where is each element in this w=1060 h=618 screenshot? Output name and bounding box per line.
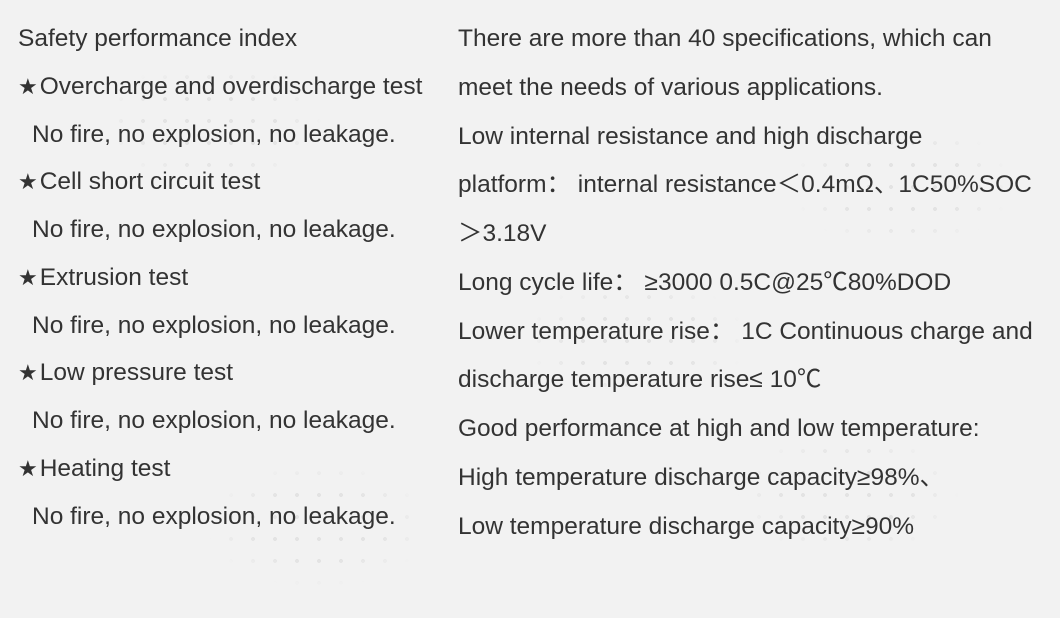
spec-line: Low internal resistance and high dischar… <box>458 113 1040 259</box>
spec-line: Lower temperature rise： 1C Continuous ch… <box>458 308 1040 406</box>
spec-line: Low temperature discharge capacity≥90% <box>458 503 1040 552</box>
left-column: Safety performance index Overcharge and … <box>18 15 428 603</box>
safety-heading: Safety performance index <box>18 15 428 63</box>
spec-line: High temperature discharge capacity≥98%、 <box>458 454 1040 503</box>
right-column: There are more than 40 specifications, w… <box>458 15 1040 603</box>
spec-line: Long cycle life： ≥3000 0.5C@25℃80%DOD <box>458 259 1040 308</box>
test-result: No fire, no explosion, no leakage. <box>18 111 428 159</box>
spec-line: There are more than 40 specifications, w… <box>458 15 1040 113</box>
two-column-layout: Safety performance index Overcharge and … <box>18 15 1040 603</box>
test-title: Heating test <box>18 445 428 493</box>
test-result: No fire, no explosion, no leakage. <box>18 302 428 350</box>
test-title: Overcharge and overdischarge test <box>18 63 428 111</box>
test-result: No fire, no explosion, no leakage. <box>18 397 428 445</box>
test-title: Low pressure test <box>18 349 428 397</box>
test-result: No fire, no explosion, no leakage. <box>18 206 428 254</box>
test-result: No fire, no explosion, no leakage. <box>18 493 428 541</box>
spec-line: Good performance at high and low tempera… <box>458 405 1040 454</box>
test-title: Extrusion test <box>18 254 428 302</box>
test-title: Cell short circuit test <box>18 158 428 206</box>
